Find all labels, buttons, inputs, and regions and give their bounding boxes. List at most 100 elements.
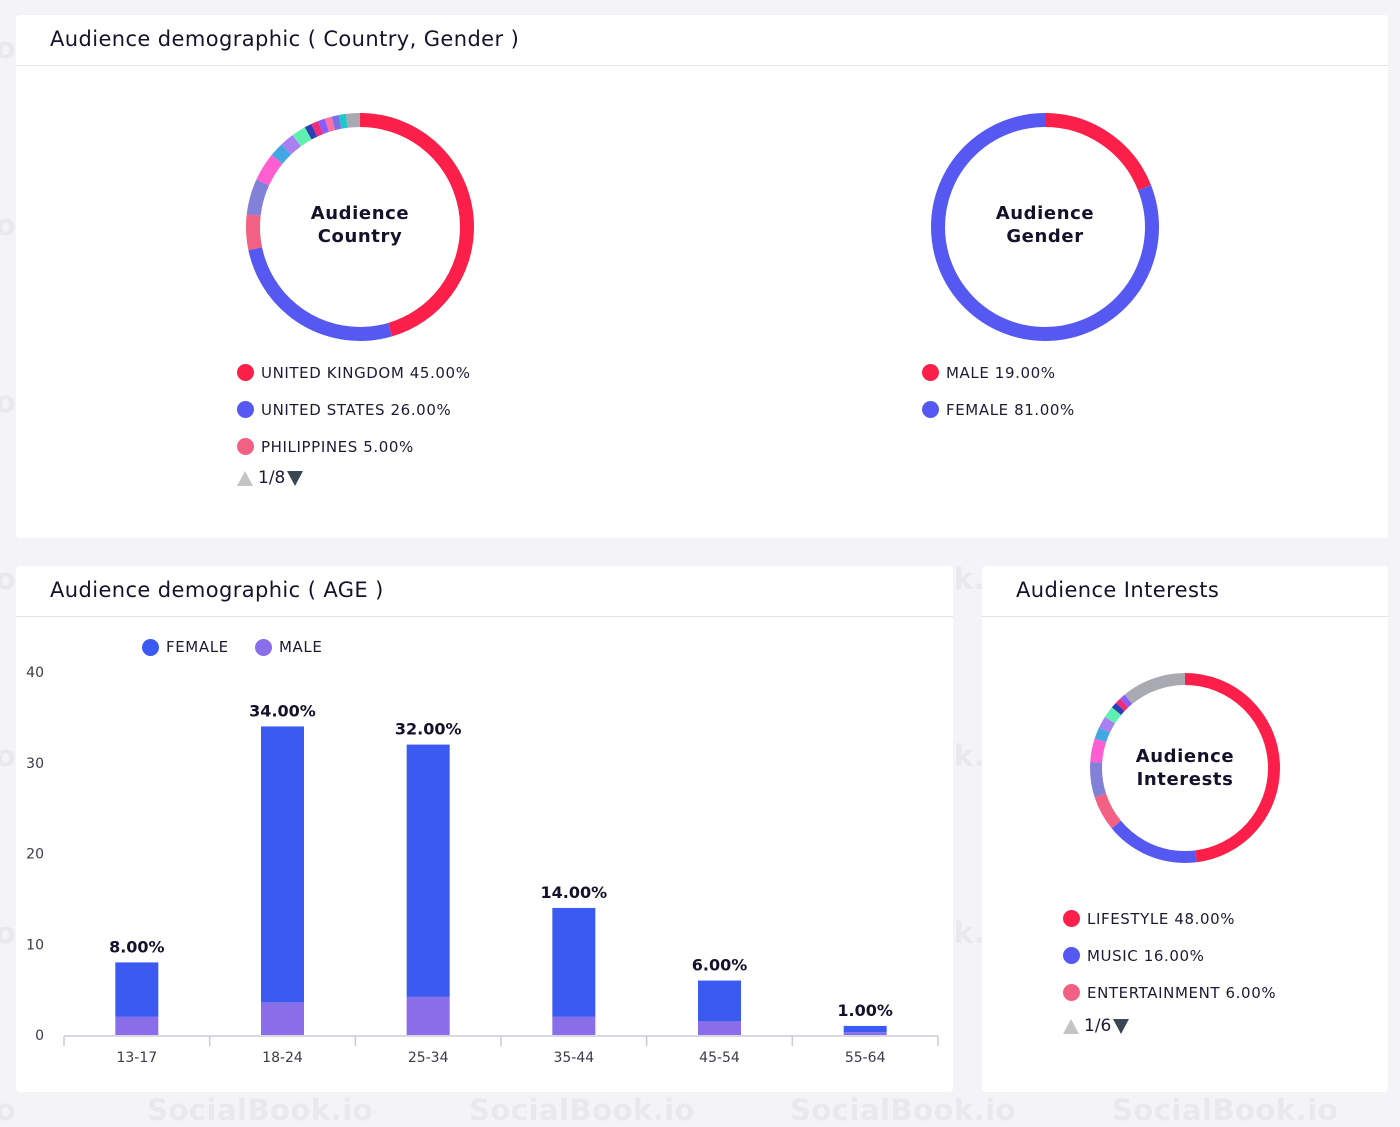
bar-data-label: 34.00%: [249, 701, 316, 720]
bar-male-35-44[interactable]: [552, 1016, 596, 1035]
legend-dot: [922, 401, 939, 418]
y-tick-label: 40: [26, 665, 44, 681]
interests-donut-chart: Audience Interests: [1088, 671, 1282, 865]
interests-center-line2: Interests: [1136, 769, 1234, 790]
country-donut-slice-14[interactable]: [246, 113, 474, 341]
watermark: SocialBook.io: [0, 385, 16, 419]
pager-count: 1/6: [1084, 1016, 1112, 1036]
bar-data-label: 14.00%: [541, 883, 608, 902]
legend-dot: [922, 364, 939, 381]
age-card-header: Audience demographic ( AGE ): [16, 566, 953, 617]
bar-data-label: 1.00%: [837, 1001, 893, 1020]
bar-female-35-44[interactable]: [552, 907, 596, 1017]
bar-female-25-34[interactable]: [406, 744, 450, 997]
watermark: SocialBook.io: [0, 916, 16, 950]
watermark: SocialBook.io: [469, 1093, 695, 1127]
country-donut-svg: [246, 113, 474, 341]
demographic-card-header: Audience demographic ( Country, Gender ): [16, 15, 1388, 66]
x-category-label: 45-54: [699, 1050, 740, 1066]
legend-dot: [1063, 910, 1080, 927]
interests-donut-center-label: Audience Interests: [1088, 745, 1282, 791]
watermark: SocialBook.io: [0, 562, 16, 596]
x-category-label: 13-17: [116, 1050, 157, 1066]
x-category-label: 25-34: [408, 1050, 449, 1066]
y-tick-label: 20: [26, 847, 44, 863]
country-center-line2: Country: [317, 226, 403, 247]
legend-label: UNITED KINGDOM 45.00%: [261, 364, 471, 382]
bar-female-18-24[interactable]: [261, 726, 304, 1003]
demographic-card: Audience demographic ( Country, Gender )…: [16, 15, 1388, 538]
interests-donut-svg: [1090, 673, 1280, 863]
interests-donut-slice-1[interactable]: [1090, 673, 1280, 863]
age-card-title: Audience demographic ( AGE ): [50, 578, 384, 602]
legend-dot: [237, 364, 254, 381]
pager-next-icon[interactable]: [287, 471, 303, 486]
gender-donut-svg: [931, 113, 1159, 341]
legend-dot: [237, 438, 254, 455]
bar-male-13-17[interactable]: [115, 1016, 159, 1035]
y-tick-label: 10: [26, 937, 44, 953]
bar-data-label: 8.00%: [109, 937, 165, 956]
country-legend-pager: 1/8: [237, 468, 307, 490]
pager-count: 1/8: [258, 468, 286, 488]
y-tick-label: 30: [26, 756, 44, 772]
watermark: SocialBook.io: [790, 1093, 1016, 1127]
country-donut-center-label: Audience Country: [244, 202, 476, 248]
gender-donut-chart: Audience Gender: [929, 111, 1161, 343]
bar-female-13-17[interactable]: [115, 962, 159, 1017]
bar-male-45-54[interactable]: [698, 1021, 741, 1035]
bar-male-55-64[interactable]: [843, 1032, 887, 1035]
bar-female-55-64[interactable]: [843, 1025, 887, 1033]
country-donut-slice-1[interactable]: [246, 113, 474, 341]
watermark: SocialBook.io: [0, 31, 16, 65]
gender-center-line1: Audience: [995, 203, 1095, 224]
legend-label: FEMALE: [166, 638, 229, 656]
country-donut-slice-2[interactable]: [246, 113, 474, 341]
legend-label: MALE: [279, 638, 323, 656]
country-donut-chart: Audience Country: [244, 111, 476, 343]
bar-data-label: 32.00%: [395, 720, 462, 739]
watermark: SocialBook.io: [0, 1093, 16, 1127]
legend-dot: [255, 639, 272, 656]
legend-label: PHILIPPINES 5.00%: [261, 438, 414, 456]
interests-legend-pager: 1/6: [1063, 1016, 1133, 1038]
watermark: SocialBook.io: [147, 1093, 373, 1127]
legend-label: UNITED STATES 26.00%: [261, 401, 452, 419]
pager-prev-icon[interactable]: [237, 471, 253, 486]
watermark: SocialBook.io: [0, 739, 16, 773]
y-tick-label: 0: [35, 1028, 44, 1044]
watermark: SocialBook.io: [0, 208, 16, 242]
age-card: Audience demographic ( AGE ) FEMALE MALE…: [16, 566, 953, 1092]
x-category-label: 35-44: [553, 1050, 594, 1066]
interests-donut-slice-11[interactable]: [1090, 673, 1280, 863]
legend-label: LIFESTYLE 48.00%: [1087, 910, 1236, 928]
legend-dot: [1063, 984, 1080, 1001]
x-category-label: 18-24: [262, 1050, 303, 1066]
legend-dot: [142, 639, 159, 656]
legend-dot: [1063, 947, 1080, 964]
bar-male-25-34[interactable]: [406, 996, 450, 1035]
interests-card-title: Audience Interests: [1016, 578, 1220, 602]
bar-female-45-54[interactable]: [698, 980, 741, 1022]
watermark: SocialBook.io: [1112, 1093, 1338, 1127]
interests-center-line1: Audience: [1135, 746, 1235, 767]
age-bar-chart: 0 10 20 30 40 8.00% 13-17 34.00% 18-24 32.00% 25-3…: [26, 665, 939, 1066]
legend-dot: [237, 401, 254, 418]
interests-donut-slice-3[interactable]: [1090, 673, 1280, 863]
bar-data-label: 6.00%: [692, 956, 748, 975]
gender-center-line2: Gender: [1006, 226, 1084, 247]
pager-prev-icon[interactable]: [1063, 1019, 1079, 1034]
interests-card: Audience Interests Audience Interests LI…: [982, 566, 1388, 1092]
legend-label: ENTERTAINMENT 6.00%: [1087, 984, 1277, 1002]
legend-label: MALE 19.00%: [946, 364, 1056, 382]
pager-next-icon[interactable]: [1113, 1019, 1129, 1034]
country-center-line1: Audience: [310, 203, 410, 224]
legend-label: FEMALE 81.00%: [946, 401, 1075, 419]
legend-label: MUSIC 16.00%: [1087, 947, 1205, 965]
x-category-label: 55-64: [845, 1050, 886, 1066]
demographic-card-title: Audience demographic ( Country, Gender ): [50, 27, 520, 51]
interests-card-header: Audience Interests: [982, 566, 1388, 617]
gender-donut-slice-1[interactable]: [931, 113, 1159, 341]
gender-donut-center-label: Audience Gender: [929, 202, 1161, 248]
bar-male-18-24[interactable]: [261, 1002, 304, 1035]
